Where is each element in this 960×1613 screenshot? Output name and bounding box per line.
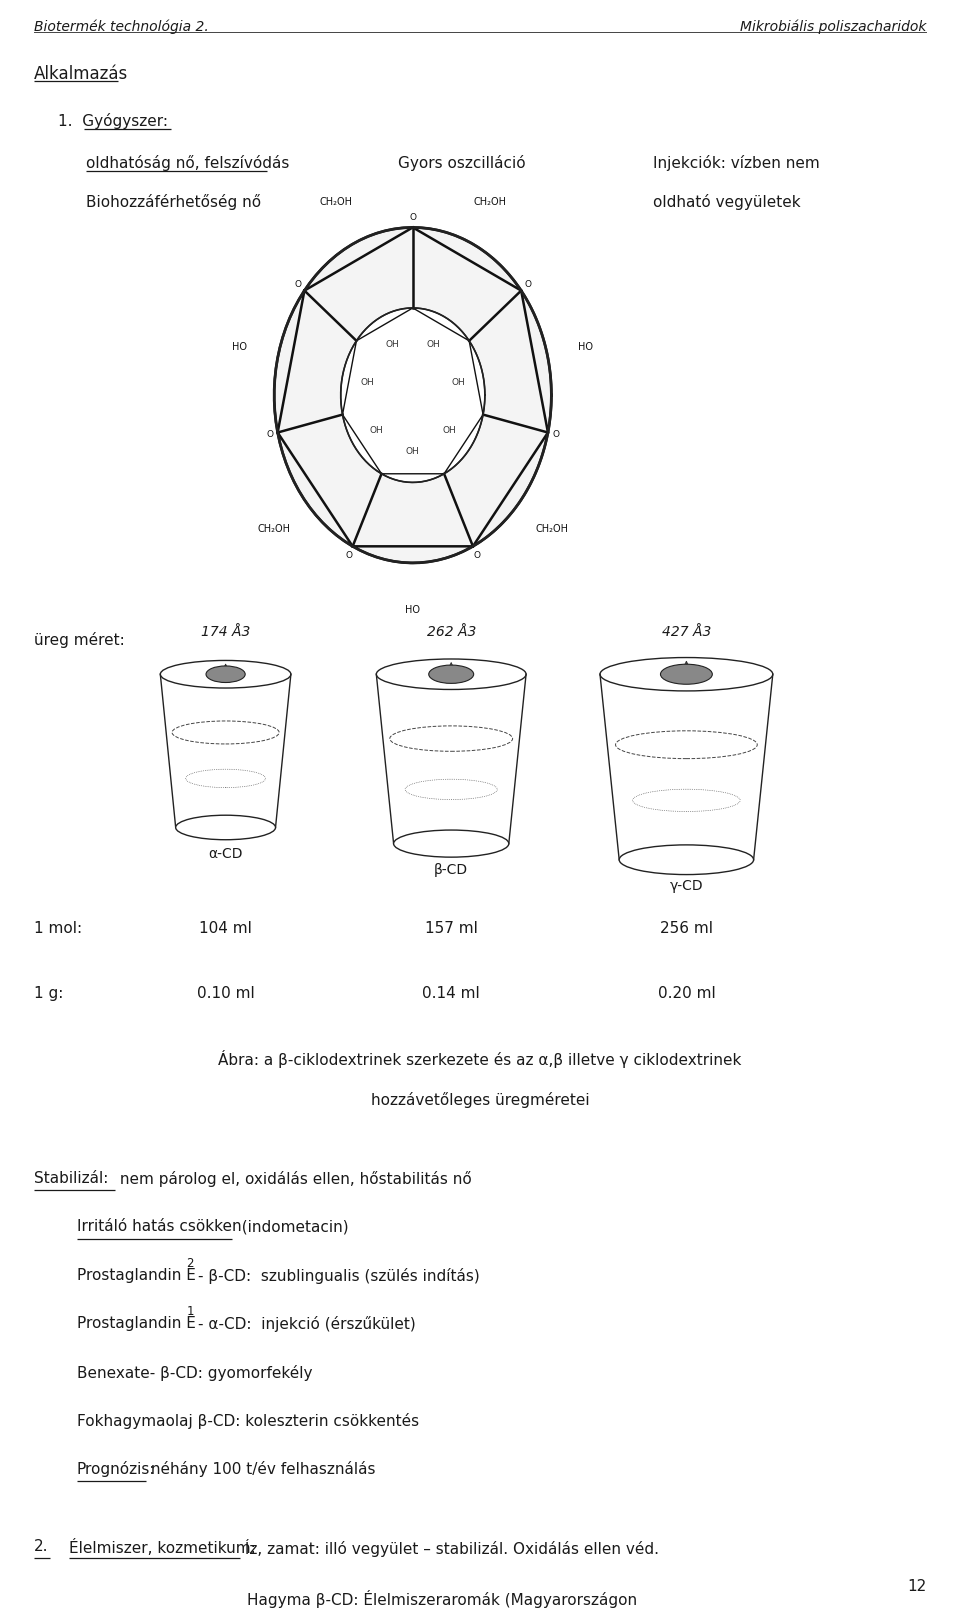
- Text: Élelmiszer, kozmetikum:: Élelmiszer, kozmetikum:: [69, 1539, 256, 1557]
- Ellipse shape: [600, 658, 773, 690]
- Polygon shape: [444, 415, 548, 547]
- Text: néhány 100 t/év felhasználás: néhány 100 t/év felhasználás: [146, 1461, 375, 1478]
- Text: Biotermék technológia 2.: Biotermék technológia 2.: [34, 19, 208, 34]
- Text: - α-CD:  injekció (érszűkület): - α-CD: injekció (érszűkület): [198, 1316, 416, 1332]
- Text: 256 ml: 256 ml: [660, 921, 713, 936]
- Text: 262 Å3: 262 Å3: [426, 624, 476, 639]
- Polygon shape: [351, 321, 474, 469]
- Text: Stabilizál:: Stabilizál:: [34, 1171, 108, 1186]
- Polygon shape: [352, 474, 473, 563]
- Text: 104 ml: 104 ml: [199, 921, 252, 936]
- Text: CH₂OH: CH₂OH: [535, 524, 568, 534]
- Text: Íz, zamat: illó vegyület – stabilizál. Oxidálás ellen véd.: Íz, zamat: illó vegyület – stabilizál. O…: [240, 1539, 659, 1557]
- Text: 0.10 ml: 0.10 ml: [197, 986, 254, 1000]
- Text: 2.: 2.: [34, 1539, 48, 1553]
- Text: Alkalmazás: Alkalmazás: [34, 65, 128, 82]
- Text: Gyors oszcilláció: Gyors oszcilláció: [398, 155, 526, 171]
- Text: Mikrobiális poliszacharidok: Mikrobiális poliszacharidok: [740, 19, 926, 34]
- Text: Fokhagymaolaj β-CD: koleszterin csökkentés: Fokhagymaolaj β-CD: koleszterin csökkent…: [77, 1413, 419, 1429]
- Text: 427 Å3: 427 Å3: [661, 624, 711, 639]
- Ellipse shape: [619, 845, 754, 874]
- Text: Prognózis:: Prognózis:: [77, 1461, 156, 1478]
- Polygon shape: [277, 415, 381, 547]
- Text: OH: OH: [370, 426, 383, 436]
- Polygon shape: [304, 227, 413, 340]
- Text: Prostaglandin E: Prostaglandin E: [77, 1316, 196, 1331]
- Ellipse shape: [429, 665, 473, 684]
- Text: Irritáló hatás csökken: Irritáló hatás csökken: [77, 1219, 241, 1234]
- Text: 12: 12: [907, 1579, 926, 1594]
- Text: Ábra: a β-ciklodextrinek szerkezete és az α,β illetve γ ciklodextrinek: Ábra: a β-ciklodextrinek szerkezete és a…: [218, 1050, 742, 1068]
- Text: CH₂OH: CH₂OH: [257, 524, 291, 534]
- Ellipse shape: [394, 831, 509, 857]
- Text: OH: OH: [406, 447, 420, 456]
- Text: (indometacin): (indometacin): [232, 1219, 348, 1234]
- Text: 1 mol:: 1 mol:: [34, 921, 82, 936]
- Text: HO: HO: [405, 605, 420, 615]
- Ellipse shape: [376, 660, 526, 689]
- Text: Prostaglandin E: Prostaglandin E: [77, 1268, 196, 1282]
- Text: O: O: [266, 431, 273, 439]
- Text: O: O: [473, 552, 480, 560]
- Text: Hagyma β-CD: Élelmiszeraromák (Magyarországon: Hagyma β-CD: Élelmiszeraromák (Magyarors…: [247, 1590, 636, 1608]
- Text: 1.  Gyógyszer:: 1. Gyógyszer:: [58, 113, 168, 129]
- Text: 157 ml: 157 ml: [424, 921, 478, 936]
- Text: O: O: [346, 552, 352, 560]
- Text: OH: OH: [360, 377, 374, 387]
- Text: O: O: [295, 279, 301, 289]
- Text: CH₂OH: CH₂OH: [320, 197, 352, 206]
- Ellipse shape: [160, 660, 291, 689]
- Text: OH: OH: [426, 340, 440, 348]
- Text: 174 Å3: 174 Å3: [201, 624, 251, 639]
- Text: HO: HO: [578, 342, 593, 352]
- Ellipse shape: [206, 666, 245, 682]
- Text: O: O: [409, 213, 417, 223]
- Text: OH: OH: [451, 377, 466, 387]
- Text: Biohozzáférhetőség nő: Biohozzáférhetőség nő: [86, 194, 261, 210]
- Text: oldhatóság nő, felszívódás: oldhatóság nő, felszívódás: [86, 155, 290, 171]
- Text: O: O: [553, 431, 560, 439]
- Text: HO: HO: [232, 342, 248, 352]
- Polygon shape: [469, 290, 551, 432]
- Ellipse shape: [660, 665, 712, 684]
- Text: 0.14 ml: 0.14 ml: [422, 986, 480, 1000]
- Text: CH₂OH: CH₂OH: [473, 197, 506, 206]
- Text: Benexate- β-CD: gyomorfekély: Benexate- β-CD: gyomorfekély: [77, 1365, 312, 1381]
- Text: 1 g:: 1 g:: [34, 986, 63, 1000]
- Text: γ-CD: γ-CD: [669, 879, 704, 894]
- Text: Injekciók: vízben nem: Injekciók: vízben nem: [653, 155, 820, 171]
- Text: 2: 2: [186, 1257, 194, 1269]
- Text: 1: 1: [186, 1305, 194, 1318]
- Text: 0.20 ml: 0.20 ml: [658, 986, 715, 1000]
- Text: α-CD: α-CD: [208, 847, 243, 861]
- Text: - β-CD:  szublingualis (szülés indítás): - β-CD: szublingualis (szülés indítás): [198, 1268, 479, 1284]
- Text: üreg méret:: üreg méret:: [34, 632, 125, 648]
- Text: OH: OH: [386, 340, 399, 348]
- Ellipse shape: [176, 815, 276, 840]
- Polygon shape: [413, 227, 521, 340]
- Text: hozzávetőleges üregméretei: hozzávetőleges üregméretei: [371, 1092, 589, 1108]
- Text: OH: OH: [443, 426, 456, 436]
- Text: O: O: [524, 279, 531, 289]
- Polygon shape: [275, 290, 356, 432]
- Text: β-CD: β-CD: [434, 863, 468, 877]
- Text: oldható vegyületek: oldható vegyületek: [653, 194, 801, 210]
- Text: nem párolog el, oxidálás ellen, hőstabilitás nő: nem párolog el, oxidálás ellen, hőstabil…: [115, 1171, 472, 1187]
